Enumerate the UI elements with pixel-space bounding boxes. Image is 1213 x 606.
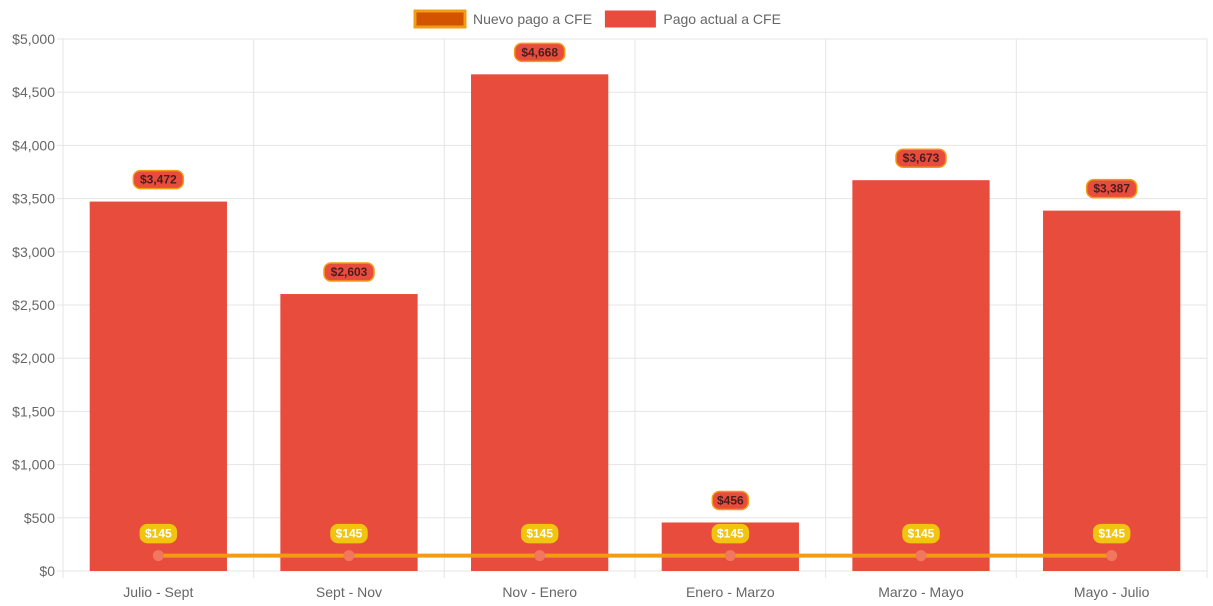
legend[interactable]: Nuevo pago a CFE Pago actual a CFE xyxy=(413,9,781,29)
line-point xyxy=(724,550,736,562)
x-tick-label: Nov - Enero xyxy=(502,584,577,600)
legend-item-pago-actual[interactable]: Pago actual a CFE xyxy=(604,10,781,28)
x-tick-label: Marzo - Mayo xyxy=(878,584,964,600)
legend-label: Nuevo pago a CFE xyxy=(473,11,592,27)
data-labels: $3,472 $2,603 $4,668 $456 $3,673 $3,387 $145 $1… xyxy=(132,42,1138,544)
line-data-label-bg xyxy=(711,523,750,544)
bar xyxy=(1043,210,1181,571)
bar-data-label: $2,603 xyxy=(331,265,368,279)
bar-data-label-bg xyxy=(711,490,750,511)
bar-data-label-bg xyxy=(513,42,566,63)
y-tick-label: $0 xyxy=(39,563,55,579)
line-data-label-bg xyxy=(139,523,178,544)
axes: $0 $500 $1,000 $1,500 $2,000 $2,500 $3,000 $3,5… xyxy=(12,31,1149,600)
y-tick-label: $4,000 xyxy=(12,137,55,153)
x-tick-label: Enero - Marzo xyxy=(686,584,775,600)
line-point xyxy=(343,550,355,562)
bar xyxy=(89,201,227,571)
line-data-label: $145 xyxy=(145,527,172,541)
bar-data-label: $456 xyxy=(717,493,744,507)
y-tick-label: $1,500 xyxy=(12,403,55,419)
y-tick-label: $2,000 xyxy=(12,350,55,366)
line-point xyxy=(534,550,546,562)
bar-data-label-bg xyxy=(895,148,947,168)
y-tick-label: $3,500 xyxy=(12,191,55,207)
line-data-label-bg xyxy=(902,523,940,544)
line-data-label-bg xyxy=(330,523,368,544)
line-point xyxy=(152,550,164,562)
line-point xyxy=(1106,550,1118,562)
bar-data-label-bg xyxy=(1085,178,1138,199)
line-data-label: $145 xyxy=(336,527,363,541)
bar-data-label: $4,668 xyxy=(521,45,558,59)
line-data-label-bg xyxy=(1092,523,1131,544)
line-point xyxy=(915,550,927,562)
legend-swatch xyxy=(604,10,656,28)
bar-data-label: $3,673 xyxy=(903,151,940,165)
line-data-label: $145 xyxy=(526,527,553,541)
legend-item-nuevo-pago[interactable]: Nuevo pago a CFE xyxy=(413,9,592,29)
y-tick-label: $1,000 xyxy=(12,457,55,473)
line-data-label: $145 xyxy=(717,527,744,541)
y-tick-label: $4,500 xyxy=(12,84,55,100)
y-tick-label: $500 xyxy=(24,510,55,526)
bar xyxy=(471,74,609,571)
bar-data-label-bg xyxy=(323,262,375,282)
y-tick-label: $5,000 xyxy=(12,31,55,47)
legend-label: Pago actual a CFE xyxy=(663,11,781,27)
line-data-label: $145 xyxy=(908,527,935,541)
x-tick-label: Mayo - Julio xyxy=(1074,584,1150,600)
legend-swatch xyxy=(413,9,467,29)
grid-lines xyxy=(62,38,1208,578)
bar-data-label: $3,387 xyxy=(1093,182,1130,196)
bar-data-label-bg xyxy=(132,169,185,190)
line-series xyxy=(152,550,1118,562)
bar-data-label: $3,472 xyxy=(140,173,177,187)
x-tick-label: Julio - Sept xyxy=(123,584,193,600)
y-tick-label: $3,000 xyxy=(12,244,55,260)
bar xyxy=(852,180,990,571)
line-data-label: $145 xyxy=(1098,527,1125,541)
line-data-label-bg xyxy=(520,523,559,544)
y-tick-label: $2,500 xyxy=(12,297,55,313)
x-tick-label: Sept - Nov xyxy=(316,584,382,600)
